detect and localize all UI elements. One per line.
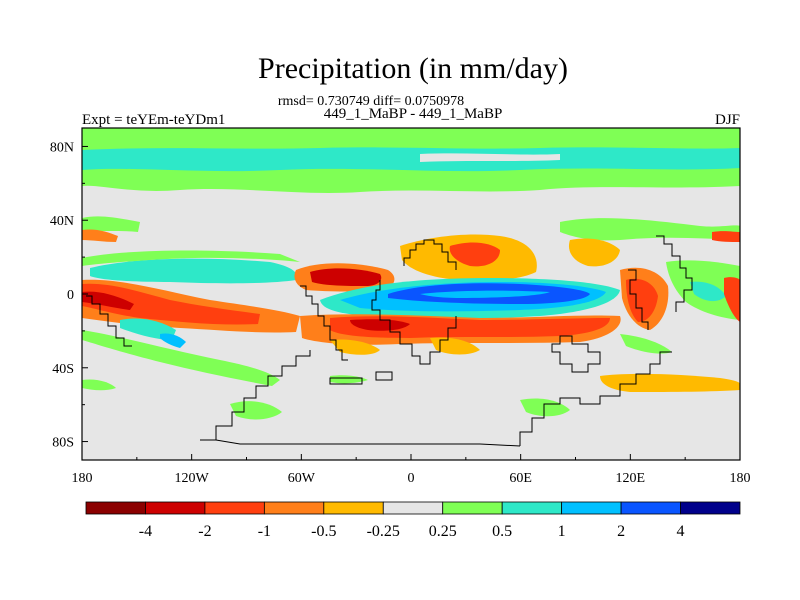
africa-red-spots <box>449 242 500 267</box>
colorbar-box <box>561 501 622 515</box>
antarctic-green-east <box>520 398 570 417</box>
colorbar-box <box>620 501 681 515</box>
y-tick-label: 0 <box>67 288 74 303</box>
equatorial-inner-light <box>420 290 550 298</box>
colorbar-label: -4 <box>139 523 152 540</box>
experiment-label: Expt = teYEm-teYDm1 <box>82 112 226 128</box>
coastline-africa <box>371 280 457 365</box>
north-pacific-red <box>712 231 740 242</box>
x-tick-label: 60W <box>288 471 316 486</box>
y-tick-label: 40N <box>50 214 74 229</box>
season-label: DJF <box>714 112 740 128</box>
coastline-antarctica <box>200 350 672 446</box>
west-pacific-cyan <box>90 258 297 284</box>
arctic-gray-gap <box>420 153 560 162</box>
x-tick-label: 120E <box>616 471 646 486</box>
north-atlantic-green <box>82 216 140 232</box>
south-tropical-dark-red <box>350 319 410 331</box>
colorbar-label: -0.25 <box>367 523 400 540</box>
x-axis: 180 120W 60W 0 60E 120E 180 <box>72 454 751 486</box>
colorbar-label: 0.25 <box>429 523 457 540</box>
coastline-eurasia-east <box>628 269 649 330</box>
north-atlantic-orange <box>82 229 118 242</box>
x-tick-label: 60E <box>509 471 532 486</box>
south-pacific-green-band <box>82 330 280 386</box>
x-tick-label: 180 <box>72 471 93 486</box>
colorbar-box <box>85 501 146 515</box>
x-tick-label: 120W <box>175 471 210 486</box>
colorbar-box <box>442 501 503 515</box>
colorbar-label: -0.5 <box>311 523 336 540</box>
plot-title: Precipitation (in mm/day) <box>258 52 568 85</box>
y-tick-label: 80N <box>50 140 74 155</box>
tropical-west-dark-red <box>82 291 134 310</box>
maritime-red <box>626 278 658 322</box>
arctic-cyan-band <box>82 147 740 172</box>
colorbar-label: 2 <box>617 523 625 540</box>
atlantic-north-dark-red <box>310 268 382 286</box>
southern-ocean-green-strip <box>330 375 368 384</box>
statistics-text: rmsd= 0.730749 diff= 0.0750978 <box>277 94 465 109</box>
north-pacific-green <box>560 218 740 241</box>
southern-ocean-orange <box>600 373 740 392</box>
south-pacific-blue-patch <box>160 333 186 348</box>
coastline-antarctic-interior <box>215 439 521 447</box>
coastline-small-island <box>375 371 393 381</box>
colorbar-box <box>680 501 741 515</box>
map-plot-area <box>82 128 740 460</box>
x-tick-label: 0 <box>408 471 415 486</box>
indian-ocean-orange <box>430 337 480 355</box>
coastlines <box>86 235 693 447</box>
south-mid-green <box>82 379 116 391</box>
colorbar-box <box>263 501 325 515</box>
colorbar-label: 4 <box>677 523 685 540</box>
colorbar-box <box>323 501 384 515</box>
tropical-west-red <box>82 283 260 325</box>
colorbar-label: -1 <box>258 523 271 540</box>
x-tick-label: 180 <box>730 471 751 486</box>
west-pacific-green-halo <box>82 250 300 266</box>
coastline-south-america <box>300 285 348 361</box>
coastline-australia <box>551 335 601 373</box>
colorbar-box <box>501 501 563 515</box>
colorbar-box <box>204 501 265 515</box>
colorbar-box <box>145 501 206 515</box>
asia-orange-east <box>568 238 620 267</box>
east-pacific-green-lower <box>620 334 672 354</box>
coastline-asia-pacific <box>656 235 693 312</box>
y-axis: 80N 40N 0 40S 80S <box>50 140 88 451</box>
coastline-island <box>329 377 363 385</box>
colorbar-label: 0.5 <box>492 523 512 540</box>
colorbar-box <box>382 501 444 515</box>
antarctic-green-patch <box>230 401 282 420</box>
colorbar-label: -2 <box>198 523 211 540</box>
colorbar-label: 1 <box>558 523 566 540</box>
y-tick-label: 40S <box>52 362 74 377</box>
y-tick-label: 80S <box>52 436 74 451</box>
colorbar: -4 -2 -1 -0.5 -0.25 0.25 0.5 1 2 4 <box>85 501 741 540</box>
coastline-north-america <box>403 239 457 270</box>
east-pacific-cyan <box>690 281 726 302</box>
experiment-subtitle: 449_1_MaBP - 449_1_MaBP <box>323 106 503 122</box>
coastline-pacific-west <box>86 295 132 347</box>
east-edge-red <box>724 277 740 322</box>
